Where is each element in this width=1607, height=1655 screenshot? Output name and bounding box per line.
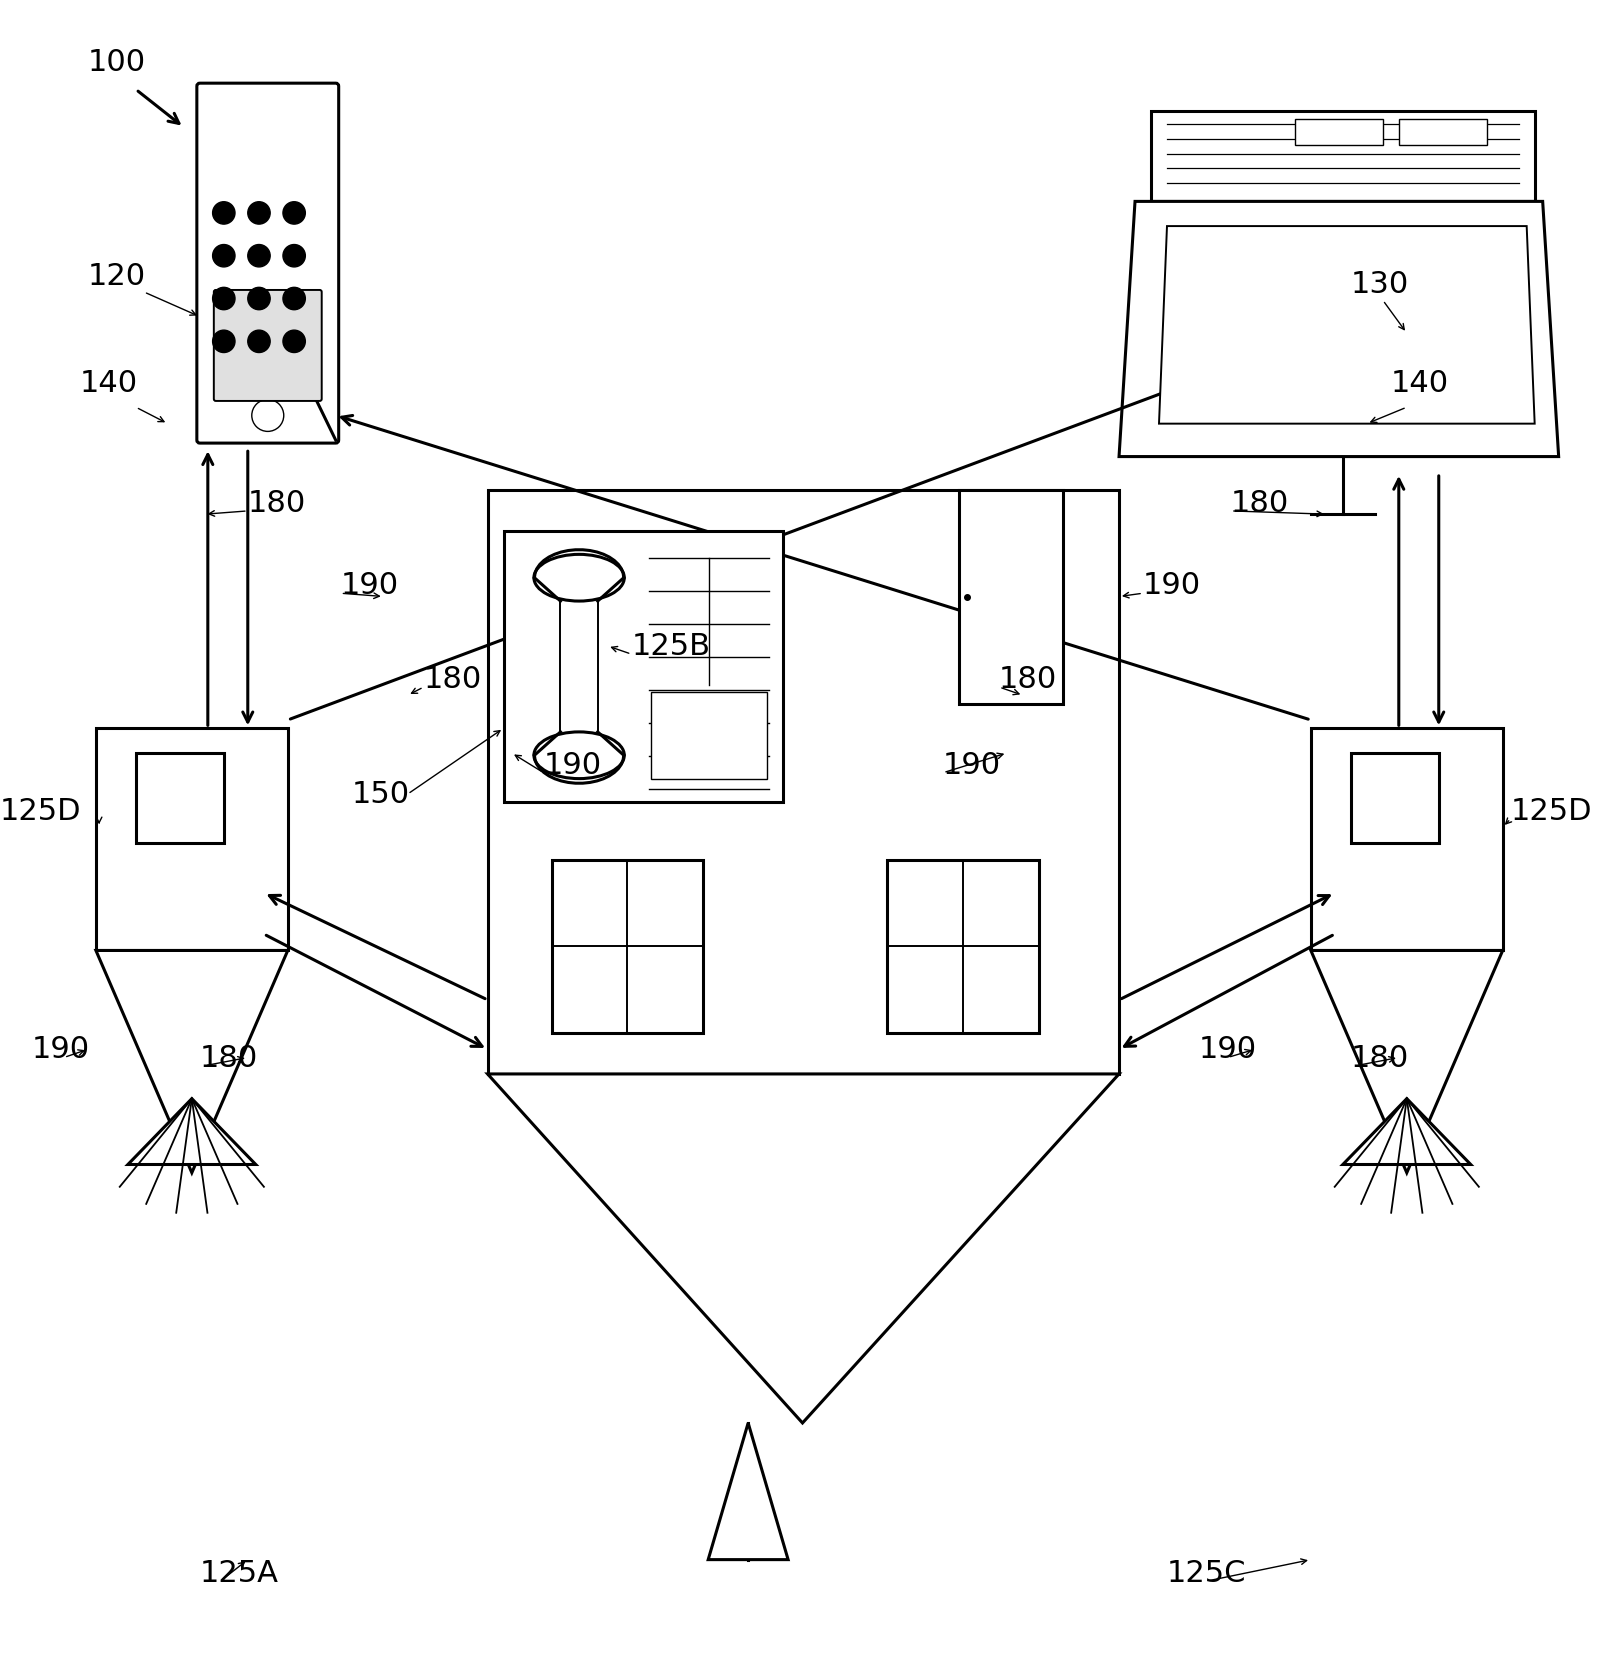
Text: 190: 190 [943, 750, 1001, 780]
Polygon shape [96, 952, 288, 1173]
Polygon shape [487, 1074, 1118, 1423]
Bar [887, 861, 1038, 1033]
Text: 190: 190 [32, 1034, 90, 1064]
Circle shape [247, 331, 270, 353]
Text: 130: 130 [1350, 270, 1408, 300]
Circle shape [212, 288, 235, 311]
FancyBboxPatch shape [214, 291, 321, 402]
Text: 190: 190 [1143, 571, 1200, 599]
Text: 180: 180 [998, 665, 1057, 693]
Circle shape [212, 245, 235, 268]
Circle shape [283, 288, 305, 311]
Polygon shape [1342, 1099, 1470, 1165]
Polygon shape [707, 1423, 787, 1559]
Text: 190: 190 [543, 750, 601, 780]
Bar [651, 692, 767, 780]
Text: 125D: 125D [0, 796, 82, 826]
Bar [487, 490, 1118, 1074]
Bar [1398, 121, 1486, 146]
Text: 180: 180 [247, 488, 305, 518]
Bar [137, 753, 223, 844]
Polygon shape [1159, 227, 1533, 424]
Text: 150: 150 [352, 780, 410, 809]
Text: 180: 180 [199, 1043, 257, 1072]
Polygon shape [1118, 202, 1557, 457]
Text: 180: 180 [1350, 1043, 1408, 1072]
Polygon shape [1310, 952, 1503, 1173]
FancyBboxPatch shape [196, 84, 339, 444]
Polygon shape [129, 1099, 256, 1165]
Text: 190: 190 [1199, 1034, 1257, 1064]
Text: 140: 140 [1390, 369, 1448, 397]
Circle shape [212, 331, 235, 353]
Circle shape [247, 288, 270, 311]
Text: 125A: 125A [199, 1557, 278, 1587]
Circle shape [247, 202, 270, 225]
Text: 180: 180 [1231, 488, 1289, 518]
Circle shape [283, 245, 305, 268]
Bar [1310, 728, 1503, 952]
Text: 125D: 125D [1509, 796, 1591, 826]
Circle shape [252, 401, 283, 432]
Bar [503, 531, 783, 803]
Circle shape [247, 245, 270, 268]
Ellipse shape [534, 554, 624, 602]
Circle shape [283, 202, 305, 225]
Text: 100: 100 [88, 48, 146, 76]
Circle shape [212, 202, 235, 225]
Bar [1151, 113, 1533, 202]
Text: 125B: 125B [632, 632, 710, 660]
Text: 140: 140 [80, 369, 138, 397]
Bar [958, 490, 1062, 703]
Bar [1350, 753, 1438, 844]
Bar [551, 861, 702, 1033]
Text: 125C: 125C [1167, 1557, 1245, 1587]
Text: 180: 180 [423, 665, 482, 693]
Text: 120: 120 [88, 261, 146, 291]
Circle shape [283, 331, 305, 353]
Text: 190: 190 [341, 571, 399, 599]
Bar [1294, 121, 1382, 146]
Bar [96, 728, 288, 952]
Ellipse shape [534, 733, 624, 780]
